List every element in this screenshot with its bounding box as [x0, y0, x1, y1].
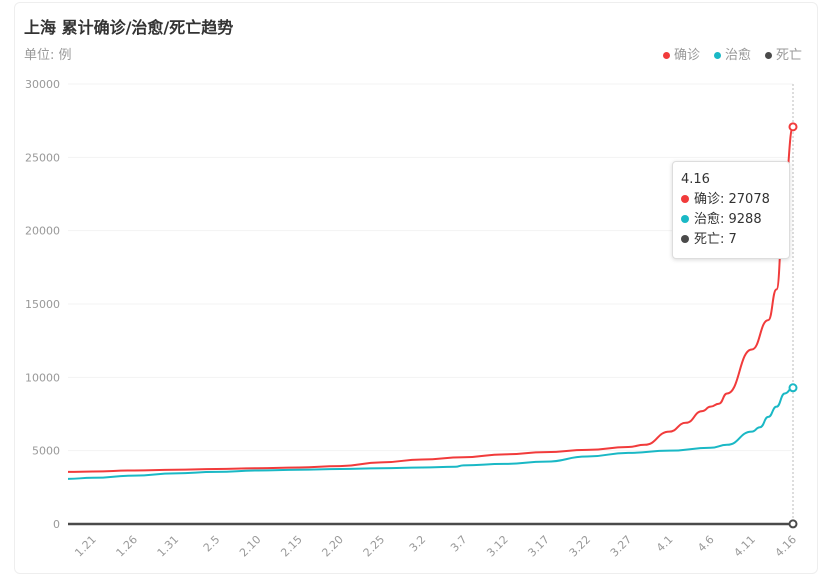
x-tick-label: 2.20 [319, 533, 346, 560]
x-tick-label: 4.11 [731, 533, 758, 560]
tooltip-row-confirmed: 确诊: 27078 [681, 190, 781, 210]
x-tick-label: 2.15 [278, 533, 305, 560]
y-tick-label: 0 [53, 518, 60, 531]
x-tick-label: 3.17 [525, 533, 552, 560]
y-tick-label: 25000 [25, 151, 60, 164]
x-tick-label: 1.26 [114, 533, 141, 560]
x-tick-label: 3.2 [407, 533, 429, 555]
x-tick-label: 1.21 [72, 533, 99, 560]
tooltip: 4.16 确诊: 27078 治愈: 9288 死亡: 7 [672, 161, 790, 259]
series-endpoint-2 [790, 520, 797, 527]
y-tick-label: 10000 [25, 371, 60, 384]
x-tick-label: 2.5 [201, 533, 223, 555]
tooltip-date: 4.16 [681, 170, 781, 190]
x-tick-label: 4.1 [654, 533, 676, 555]
y-tick-label: 20000 [25, 225, 60, 238]
x-tick-label: 3.27 [608, 533, 635, 560]
x-tick-label: 3.22 [567, 533, 594, 560]
y-tick-label: 5000 [32, 445, 60, 458]
series-endpoint-1 [790, 384, 797, 391]
series-line-1 [68, 388, 793, 479]
x-tick-label: 3.7 [448, 533, 470, 555]
x-tick-label: 2.25 [361, 533, 388, 560]
series-endpoint-0 [790, 123, 797, 130]
tooltip-row-cured: 治愈: 9288 [681, 210, 781, 230]
x-tick-label: 4.16 [773, 533, 800, 560]
line-chart: 0 5000 10000 15000 20000 25000 30000 1.21 1.26 1.… [0, 0, 820, 561]
y-tick-label: 15000 [25, 298, 60, 311]
tooltip-row-dead: 死亡: 7 [681, 230, 781, 250]
x-tick-label: 1.31 [155, 533, 182, 560]
x-tick-label: 3.12 [484, 533, 511, 560]
x-tick-label: 2.10 [237, 533, 264, 560]
x-tick-label: 4.6 [695, 533, 717, 555]
y-tick-label: 30000 [25, 78, 60, 91]
